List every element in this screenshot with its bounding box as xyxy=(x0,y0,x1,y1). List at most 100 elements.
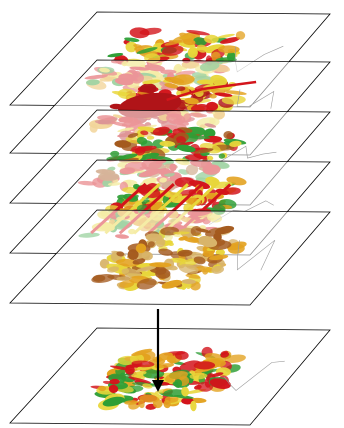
map-patch xyxy=(229,140,242,147)
map-patch xyxy=(193,37,207,46)
map-patch xyxy=(132,258,146,265)
map-patch xyxy=(198,235,218,248)
map-patch xyxy=(221,95,246,105)
map-patch xyxy=(235,31,246,40)
map-patch xyxy=(161,279,183,289)
map-patch xyxy=(172,34,196,43)
map-patch xyxy=(164,395,179,403)
map-patch xyxy=(152,126,170,136)
map-patch xyxy=(142,383,153,389)
map-patch xyxy=(181,279,196,285)
map-patch xyxy=(185,274,201,279)
map-patch xyxy=(196,79,214,85)
map-patch xyxy=(164,82,179,89)
map-patch xyxy=(217,45,240,54)
map-patch xyxy=(107,52,124,58)
map-patch xyxy=(108,384,119,394)
map-patch xyxy=(155,237,166,248)
map-patch xyxy=(178,236,188,241)
map-patch xyxy=(119,280,135,288)
map-patch xyxy=(223,90,247,95)
map-patch xyxy=(117,153,138,160)
map-patch xyxy=(193,361,216,370)
map-patch xyxy=(210,74,228,86)
map-patch xyxy=(118,372,127,383)
map-patch xyxy=(213,232,222,242)
map-patch xyxy=(97,385,107,392)
map-patch xyxy=(149,262,172,268)
map-patch xyxy=(176,136,187,144)
map-patch xyxy=(184,97,199,105)
map-patch xyxy=(154,388,173,394)
map-patch xyxy=(181,386,190,397)
map-patch xyxy=(194,266,214,273)
map-patch xyxy=(220,351,230,358)
map-patch xyxy=(195,228,212,233)
map-patch xyxy=(161,45,184,56)
map-patch xyxy=(194,148,214,154)
map-patch xyxy=(174,379,183,388)
map-patch xyxy=(186,30,210,36)
map-patch xyxy=(121,268,142,279)
boundary-line xyxy=(223,360,285,391)
map-patch xyxy=(167,241,174,246)
map-patch xyxy=(138,152,160,161)
map-patch xyxy=(156,352,173,361)
map-patch xyxy=(124,400,139,405)
map-patch xyxy=(204,34,219,44)
map-patch xyxy=(164,76,185,84)
map-patch xyxy=(139,83,157,95)
map-patch xyxy=(127,249,139,261)
map-patch xyxy=(218,153,226,159)
map-patch xyxy=(131,348,153,356)
map-patch xyxy=(189,45,197,55)
map-patch xyxy=(173,231,190,235)
map-patch xyxy=(159,140,176,147)
map-patch xyxy=(163,389,187,398)
map-patch xyxy=(185,154,203,161)
map-patch xyxy=(216,33,235,39)
map-patch xyxy=(129,27,150,39)
map-patch xyxy=(214,92,233,97)
map-patch xyxy=(190,104,210,113)
boundary-line xyxy=(236,89,275,109)
boundary-line xyxy=(220,145,277,162)
boundary-line xyxy=(237,239,276,271)
map-patch xyxy=(116,276,133,281)
river-shape xyxy=(166,80,257,102)
map-patch xyxy=(190,400,197,412)
map-patch xyxy=(176,86,186,92)
map-patch xyxy=(147,241,155,248)
map-patch xyxy=(140,130,149,136)
map-patch xyxy=(116,251,125,257)
map-patch xyxy=(223,130,233,140)
map-patch xyxy=(138,399,145,409)
map-patch xyxy=(139,394,160,403)
map-patch xyxy=(193,256,206,265)
map-patch xyxy=(134,145,157,152)
map-patch xyxy=(177,249,193,257)
map-patch xyxy=(189,372,208,380)
map-patch xyxy=(227,243,245,254)
map-patch xyxy=(136,136,148,145)
map-patch xyxy=(146,135,155,140)
map-patch xyxy=(202,251,215,257)
map-patch xyxy=(178,263,199,274)
map-patch xyxy=(183,39,196,46)
map-patch xyxy=(208,254,229,261)
map-patch xyxy=(211,178,218,183)
map-patch xyxy=(127,132,139,138)
map-patch xyxy=(178,228,188,233)
arrow-head xyxy=(152,380,164,392)
map-patch xyxy=(124,37,140,42)
map-layer-5 xyxy=(9,209,331,306)
map-patch xyxy=(209,93,217,99)
map-patch xyxy=(125,364,141,369)
map-patch xyxy=(176,144,196,153)
map-patch xyxy=(117,88,137,100)
map-patch xyxy=(211,265,225,274)
map-patch xyxy=(135,243,147,254)
map-patch xyxy=(196,44,208,53)
result-layer xyxy=(9,327,331,426)
